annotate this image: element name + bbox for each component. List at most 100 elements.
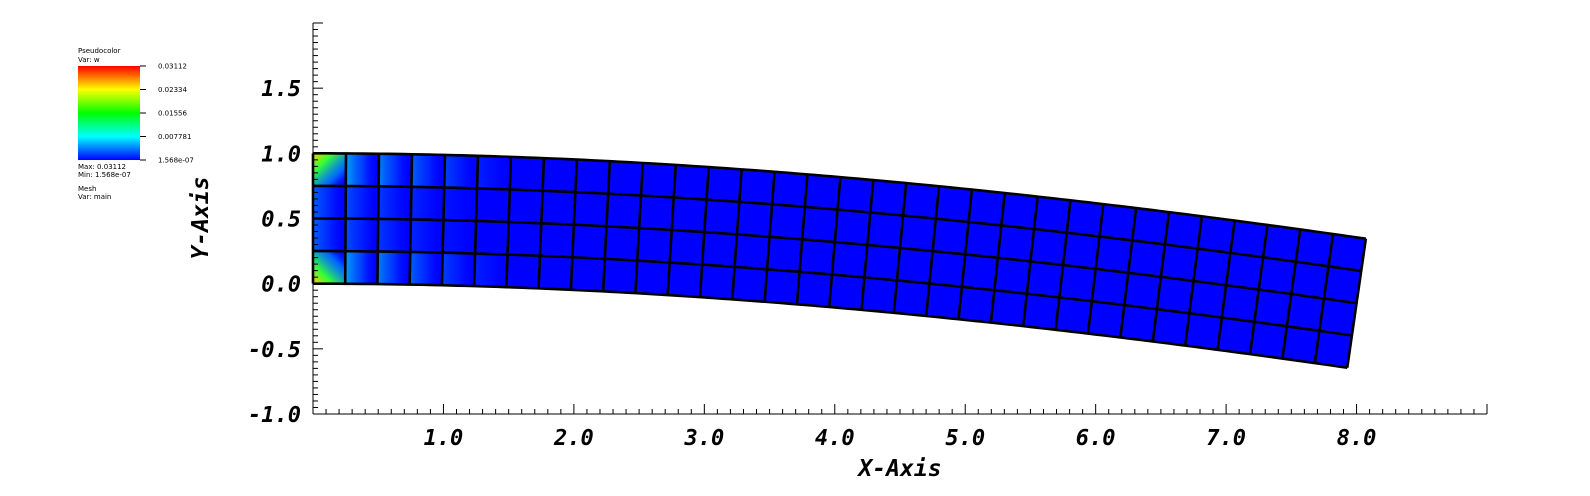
mesh-cell <box>508 189 543 224</box>
mesh-column-line <box>1248 224 1269 355</box>
mesh-cell <box>802 206 838 243</box>
mesh-column-line <box>1119 207 1138 338</box>
x-tick-label: 7.0 <box>1206 426 1246 451</box>
legend-plot-name: Pseudocolor <box>78 47 121 55</box>
mesh-column-line <box>763 171 776 302</box>
mesh-cell <box>1087 301 1125 338</box>
mesh-cell <box>997 225 1035 262</box>
mesh-cell <box>1164 212 1202 249</box>
x-tick-label: 1.0 <box>424 426 464 451</box>
colorbar-ticks: 0.03112 0.02334 0.01556 0.007781 1.568e-07 <box>140 63 194 165</box>
mesh-cell <box>570 257 605 292</box>
mesh-cell-shade <box>444 154 478 189</box>
mesh-cell <box>1063 232 1100 269</box>
y-tick-label: -1.0 <box>248 403 301 428</box>
mesh-cell <box>1160 244 1198 281</box>
mesh-cell <box>538 255 573 290</box>
mesh-cell <box>704 199 740 235</box>
colorbar <box>78 66 140 160</box>
mesh-cell <box>1128 240 1165 277</box>
mesh-column-line <box>1216 220 1236 350</box>
mesh-column-line <box>1054 200 1072 330</box>
y-axis-title: Y-Axis <box>188 176 214 259</box>
mesh-cell <box>541 190 576 225</box>
mesh-cell <box>926 283 962 320</box>
mesh-cell <box>739 169 775 205</box>
mesh-cell-shade <box>410 219 444 253</box>
mesh-cell <box>900 215 936 252</box>
mesh-cell-shade <box>378 153 413 187</box>
mesh-cell-shade <box>443 187 478 221</box>
mesh-column-line <box>924 186 941 317</box>
colorbar-tick-label: 0.02334 <box>158 86 187 94</box>
mesh-cell <box>1095 236 1133 273</box>
mesh-column-line <box>1281 229 1302 359</box>
y-tick-label: 1.0 <box>261 142 301 167</box>
mesh-cell <box>1152 309 1190 346</box>
mesh-cell <box>734 234 770 270</box>
mesh-column-line <box>1313 233 1335 364</box>
colorbar-tick-label: 0.03112 <box>158 63 187 71</box>
x-tick-label: 2.0 <box>553 426 594 451</box>
y-tick-label: -0.5 <box>248 338 301 363</box>
mesh-cell-shade <box>377 251 411 285</box>
mesh-cell <box>1034 196 1071 233</box>
mesh-cell <box>831 242 868 278</box>
mesh-cell-shade <box>345 218 379 252</box>
y-tick-label: 0.0 <box>261 273 301 298</box>
x-tick-label: 5.0 <box>945 426 985 451</box>
mesh-column-line <box>1151 211 1171 342</box>
mesh-cell <box>1295 229 1334 267</box>
legend-min: Min: 1.568e-07 <box>78 171 131 179</box>
mesh-cell <box>702 232 737 267</box>
mesh-cell <box>769 204 805 240</box>
mesh-cell <box>637 228 672 263</box>
mesh-cell <box>861 277 897 313</box>
mesh-cell <box>606 193 641 229</box>
mesh-cell-shade <box>378 186 412 220</box>
mesh-cell <box>1286 294 1324 331</box>
mesh-column-line <box>1086 203 1105 334</box>
mesh-cell <box>1193 248 1231 286</box>
mesh-cell <box>1066 200 1104 237</box>
mesh-cell-shade <box>313 218 346 252</box>
mesh-cell <box>1249 321 1287 359</box>
mesh-column-line <box>1021 196 1039 327</box>
mesh-cell <box>1263 224 1301 262</box>
mesh-column-line <box>505 156 513 288</box>
x-tick-label: 4.0 <box>815 426 855 451</box>
mesh-cell <box>476 188 510 223</box>
mesh-cell <box>837 177 874 213</box>
mesh-cell-shade <box>345 153 380 187</box>
mesh-cell <box>834 209 871 245</box>
mesh-cell <box>542 158 577 193</box>
mesh-column-line <box>1183 216 1204 346</box>
mesh-cell <box>1189 280 1227 318</box>
mesh-cell <box>603 258 638 294</box>
mesh-cell <box>1221 285 1259 322</box>
mesh-column-line <box>827 177 842 308</box>
mesh-cell <box>1026 261 1064 298</box>
mesh-column-line <box>957 189 974 320</box>
mesh-cell <box>1319 298 1357 336</box>
mesh-cell <box>799 239 835 275</box>
mesh-cell <box>572 224 607 259</box>
mesh-cell <box>475 220 509 255</box>
mesh-cell-shade <box>409 251 443 286</box>
mesh-cell <box>1030 228 1067 266</box>
mesh-cell <box>640 162 676 198</box>
colorbar-legend: Pseudocolor Var: w 0.03112 0.02334 0.01556… <box>78 47 194 201</box>
mesh-cell <box>732 266 768 302</box>
mesh-column-line <box>569 159 579 290</box>
x-tick-label: 3.0 <box>683 426 724 451</box>
mesh-cell <box>965 221 1002 258</box>
mesh-cell <box>804 174 841 210</box>
mesh-cell <box>896 247 933 284</box>
mesh-cell <box>994 257 1031 294</box>
mesh-cell <box>935 186 972 222</box>
mesh-cell <box>764 269 800 305</box>
mesh-cell <box>573 192 609 227</box>
mesh-column-line <box>343 153 348 284</box>
mesh-cell-shade <box>345 186 379 219</box>
